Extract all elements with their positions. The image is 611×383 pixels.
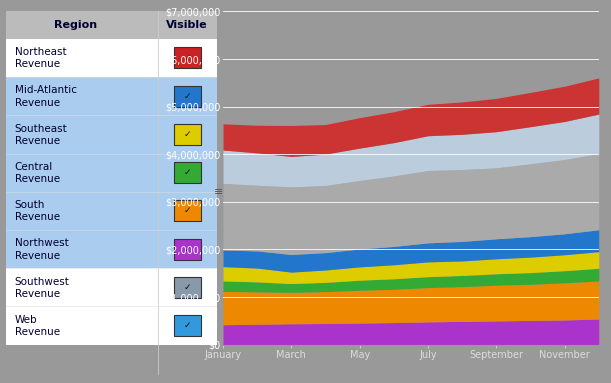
FancyBboxPatch shape xyxy=(6,306,217,345)
Text: Northeast: Northeast xyxy=(15,47,66,57)
FancyBboxPatch shape xyxy=(174,277,201,298)
Text: Revenue: Revenue xyxy=(15,174,60,184)
FancyBboxPatch shape xyxy=(6,77,217,115)
Text: Revenue: Revenue xyxy=(15,327,60,337)
FancyBboxPatch shape xyxy=(6,268,217,306)
FancyBboxPatch shape xyxy=(6,39,217,77)
Text: Visible: Visible xyxy=(166,20,207,30)
Text: ✓: ✓ xyxy=(184,130,191,139)
FancyBboxPatch shape xyxy=(6,230,217,268)
FancyBboxPatch shape xyxy=(174,47,201,69)
FancyBboxPatch shape xyxy=(174,200,201,221)
FancyBboxPatch shape xyxy=(174,315,201,336)
FancyBboxPatch shape xyxy=(6,192,217,230)
Text: Mid-Atlantic: Mid-Atlantic xyxy=(15,85,76,95)
FancyBboxPatch shape xyxy=(174,86,201,106)
FancyBboxPatch shape xyxy=(174,239,201,260)
FancyBboxPatch shape xyxy=(6,115,217,154)
FancyBboxPatch shape xyxy=(174,124,201,145)
Text: ✓: ✓ xyxy=(184,321,191,330)
FancyBboxPatch shape xyxy=(6,154,217,192)
Text: Northwest: Northwest xyxy=(15,238,68,248)
Text: Southwest: Southwest xyxy=(15,277,70,286)
Text: Revenue: Revenue xyxy=(15,136,60,146)
Text: South: South xyxy=(15,200,45,210)
Text: ✓: ✓ xyxy=(184,92,191,101)
Text: Central: Central xyxy=(15,162,53,172)
Text: Southeast: Southeast xyxy=(15,124,67,134)
Text: ✓: ✓ xyxy=(184,283,191,292)
Text: Revenue: Revenue xyxy=(15,251,60,261)
Text: Web: Web xyxy=(15,315,37,325)
Text: ✓: ✓ xyxy=(184,245,191,254)
FancyBboxPatch shape xyxy=(174,162,201,183)
Text: Revenue: Revenue xyxy=(15,59,60,69)
Text: ✓: ✓ xyxy=(184,168,191,177)
Text: Revenue: Revenue xyxy=(15,98,60,108)
FancyBboxPatch shape xyxy=(6,11,217,39)
Text: Region: Region xyxy=(54,20,97,30)
Text: Revenue: Revenue xyxy=(15,213,60,223)
Text: Revenue: Revenue xyxy=(15,289,60,299)
Text: ≡: ≡ xyxy=(214,187,224,196)
Text: ✓: ✓ xyxy=(184,53,191,62)
Text: ✓: ✓ xyxy=(184,206,191,215)
